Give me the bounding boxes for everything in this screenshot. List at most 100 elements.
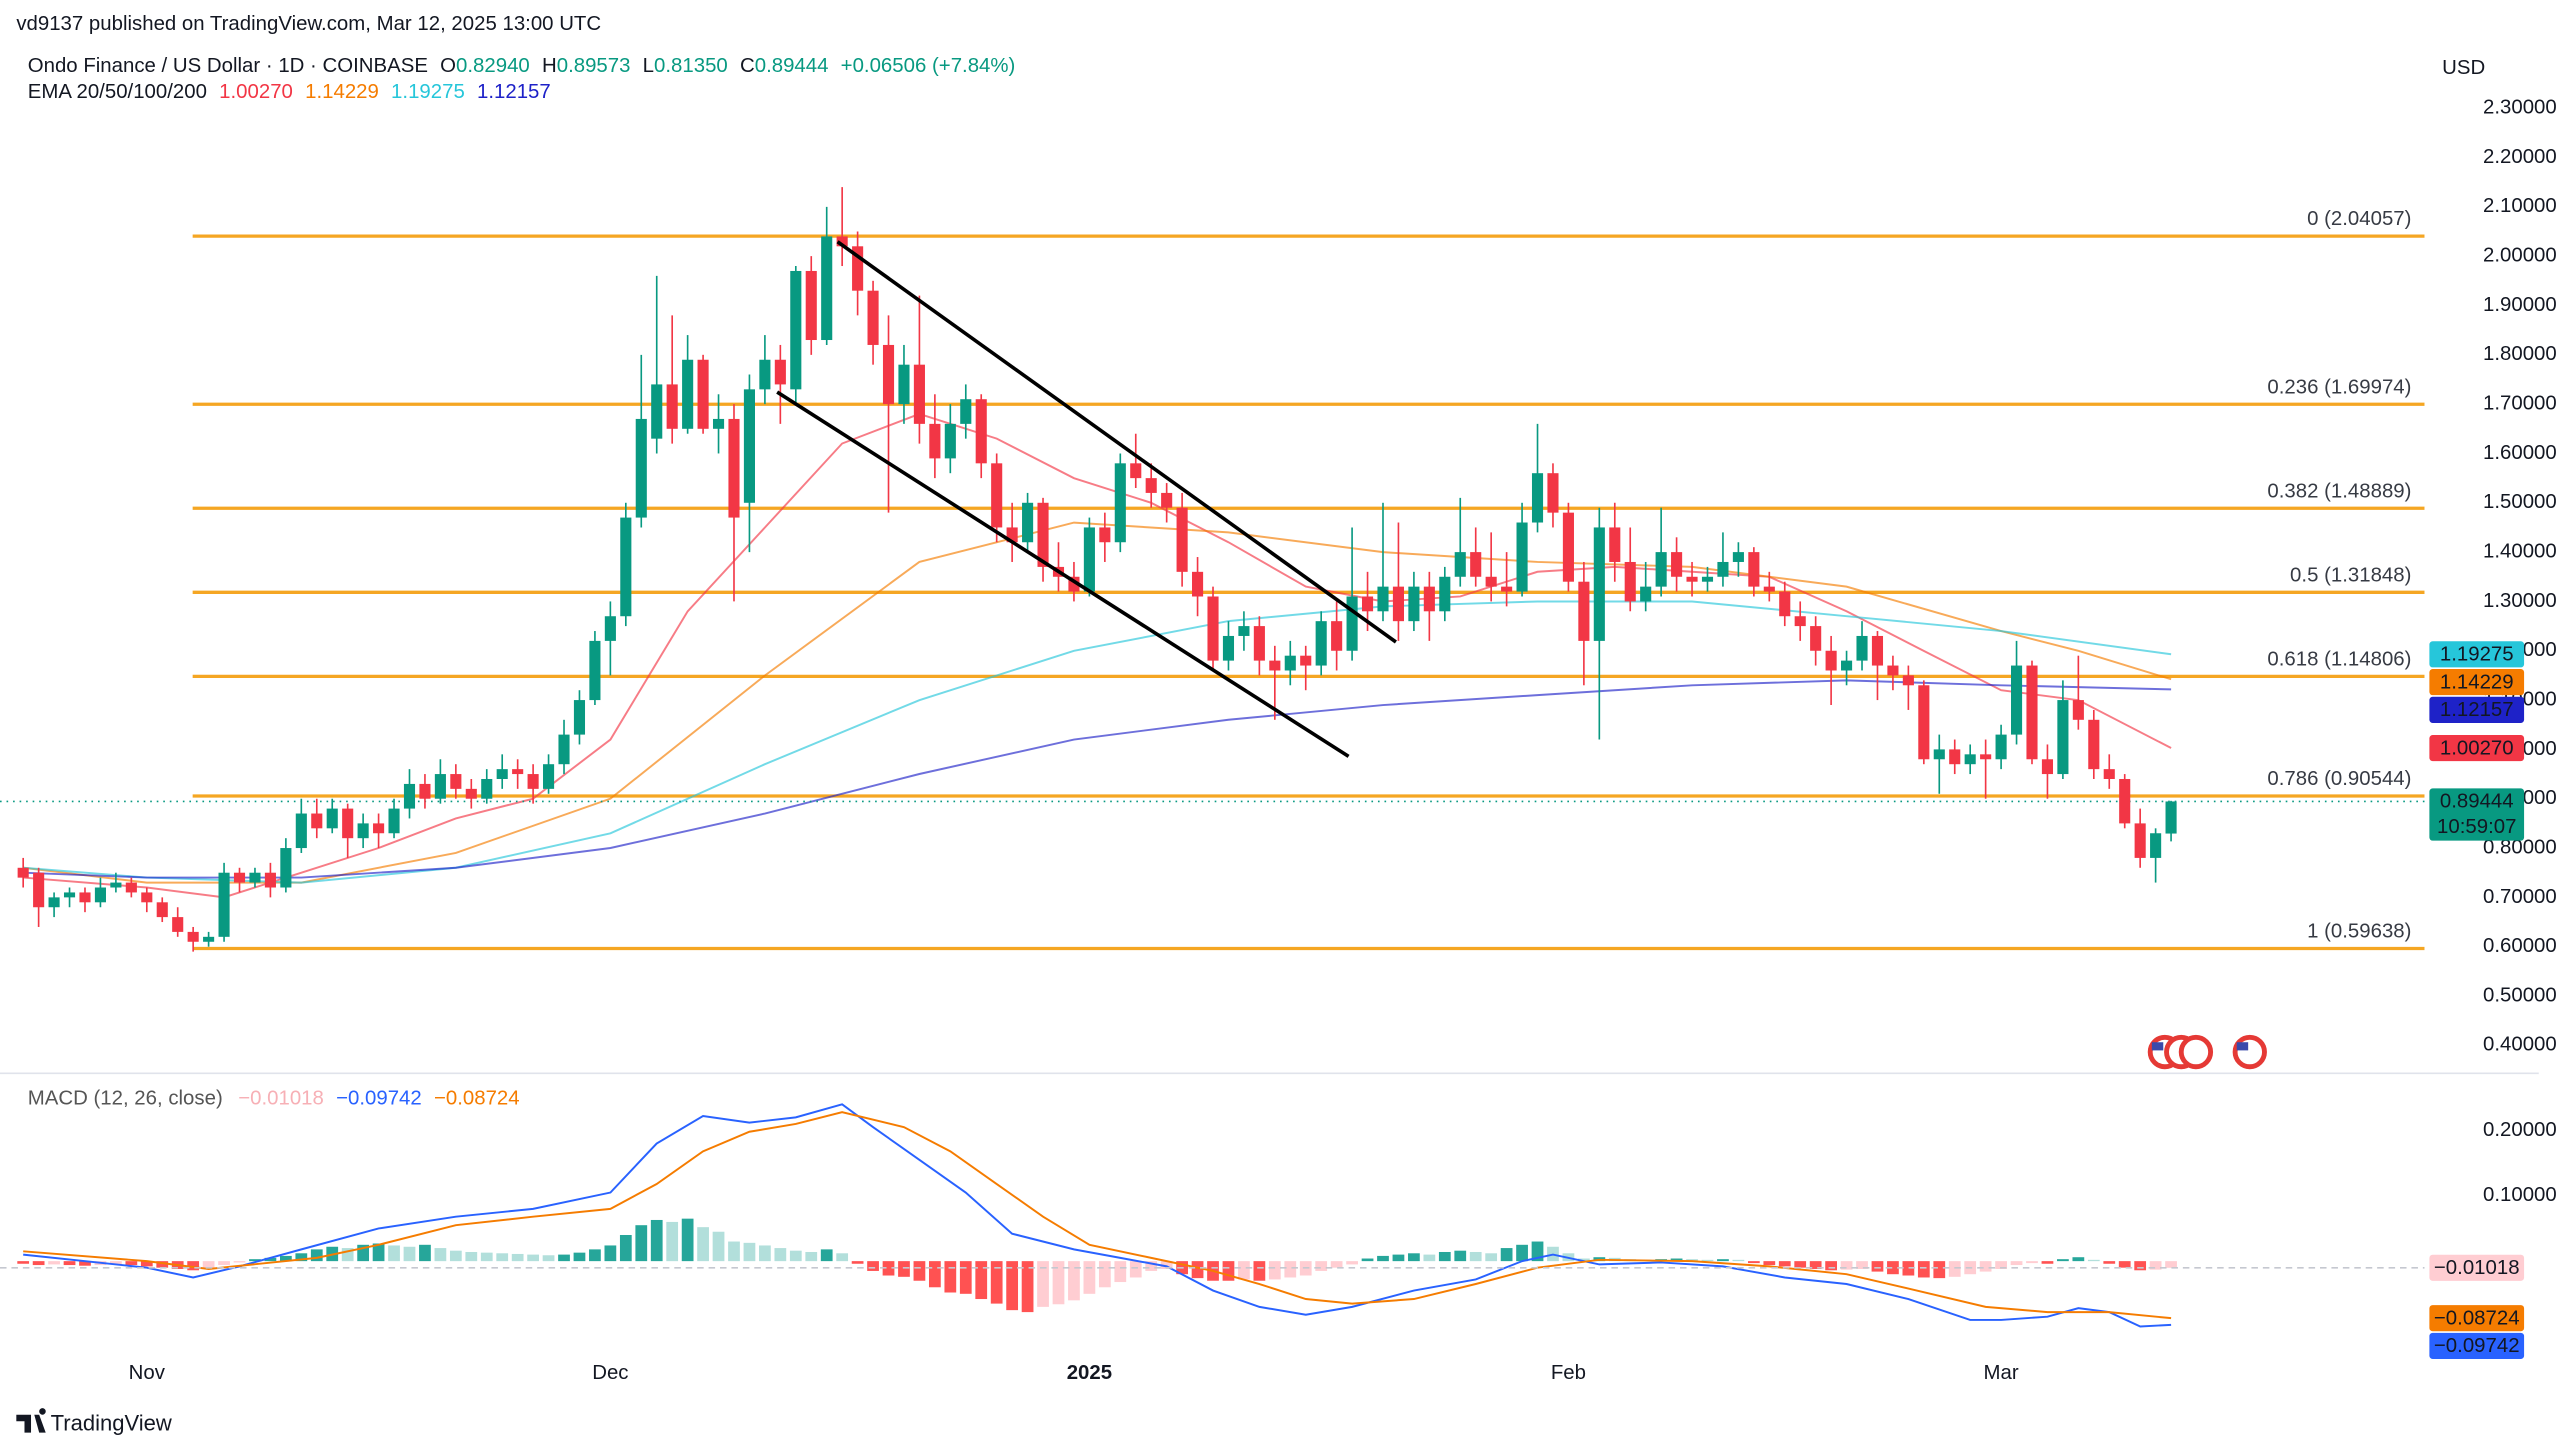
histogram-bar xyxy=(1887,1261,1899,1275)
candle-body xyxy=(821,236,833,341)
fib-label: 0.382 (1.48889) xyxy=(2267,480,2411,502)
y-tick-label: 1.70000 xyxy=(2483,393,2557,415)
ema-title: EMA 20/50/100/200 xyxy=(28,82,207,104)
histogram-bar xyxy=(1902,1261,1915,1276)
candle-body xyxy=(2072,700,2084,720)
candle-body xyxy=(1655,552,1667,587)
candle-body xyxy=(2088,719,2100,770)
ohlc-key: O xyxy=(440,55,456,77)
y-tick-label: 2.20000 xyxy=(2483,146,2557,168)
candle-body xyxy=(1902,675,1914,686)
candle-body xyxy=(1531,473,1544,523)
candle-body xyxy=(1423,586,1435,612)
histogram-bar xyxy=(589,1249,601,1262)
histogram-bar xyxy=(542,1255,555,1262)
line-series xyxy=(23,600,2172,884)
candle-body xyxy=(759,359,771,390)
histogram-bar xyxy=(310,1249,323,1262)
histogram-bar xyxy=(1995,1261,2007,1269)
candle-body xyxy=(558,734,570,765)
candle-body xyxy=(898,364,910,405)
ema-value: 1.12157 xyxy=(477,82,551,104)
plot: 2.30000 2.20000 2.10000 2.00000 1.90000 1.800… xyxy=(0,97,2557,1384)
price-tag xyxy=(2429,641,2525,668)
histogram-bar xyxy=(1948,1261,1961,1277)
histogram-bar xyxy=(820,1249,833,1262)
y-tick-label: 0.10000 xyxy=(2483,1184,2557,1206)
candle-body xyxy=(280,848,292,888)
histogram-bar xyxy=(1825,1261,1837,1271)
symbol-legend: Ondo Finance / US Dollar · 1D · COINBASE… xyxy=(28,55,1016,77)
histogram-bar xyxy=(1377,1255,1389,1262)
histogram-bar xyxy=(1408,1253,1420,1262)
candle-body xyxy=(1748,552,1760,587)
histogram-bar xyxy=(233,1261,246,1263)
price-tag-label: 1.19275 xyxy=(2440,644,2514,666)
candle-body xyxy=(249,872,261,883)
histogram-bar xyxy=(372,1243,385,1262)
price-tag xyxy=(2429,1305,2525,1332)
candle-body xyxy=(373,823,385,834)
flag-icon xyxy=(2178,1034,2214,1070)
histogram-bar xyxy=(697,1227,709,1262)
candle-body xyxy=(1485,576,1497,587)
histogram-bar xyxy=(156,1261,169,1268)
flag-canton xyxy=(2236,1042,2249,1051)
histogram-bar xyxy=(666,1221,679,1262)
candle-body xyxy=(1331,621,1343,651)
candle-body xyxy=(1037,502,1049,567)
histogram-bar xyxy=(1933,1261,1946,1279)
candle-body xyxy=(1130,463,1142,479)
price-tag-label: 1.14229 xyxy=(2440,671,2514,693)
candle-body xyxy=(1300,655,1312,666)
histogram-bar xyxy=(279,1255,292,1262)
candle-body xyxy=(172,917,184,932)
ohlc-value: 0.89573 xyxy=(557,55,631,77)
histogram-bar xyxy=(1222,1261,1235,1281)
histogram-bar xyxy=(1330,1261,1343,1268)
candle-body xyxy=(48,897,60,908)
histogram-bar xyxy=(959,1261,972,1294)
candle-body xyxy=(2150,833,2162,858)
histogram-bar xyxy=(928,1261,941,1288)
histogram-bar xyxy=(681,1218,694,1262)
candle-body xyxy=(1377,586,1389,612)
histogram-bar xyxy=(836,1253,849,1262)
histogram-bar xyxy=(1500,1248,1513,1262)
fib-label: 0.236 (1.69974) xyxy=(2267,376,2411,398)
candle-body xyxy=(1022,502,1034,543)
histogram-bar xyxy=(619,1234,632,1262)
histogram-bar xyxy=(1037,1261,1049,1307)
flag-icon xyxy=(2232,1034,2267,1070)
publisher: vd9137 published on TradingView.com, Mar… xyxy=(16,13,601,35)
ohlc-value: 0.89444 xyxy=(755,55,829,77)
candle-body xyxy=(33,872,45,908)
candle-body xyxy=(465,788,477,799)
candle-body xyxy=(388,808,400,834)
histogram-bar xyxy=(1361,1258,1374,1262)
ema-legend: EMA 20/50/100/200 1.00270 1.14229 1.1927… xyxy=(28,82,551,104)
candle-body xyxy=(1222,635,1235,661)
histogram-bar xyxy=(1794,1261,1807,1268)
histogram-bar xyxy=(990,1261,1003,1304)
candle-body xyxy=(156,902,168,918)
histogram-bar xyxy=(1747,1261,1760,1264)
candle-body xyxy=(666,384,678,429)
candle-body xyxy=(1701,576,1714,582)
histogram-bar xyxy=(32,1261,45,1266)
histogram-bar xyxy=(1485,1253,1498,1262)
y-tick-label: 1.90000 xyxy=(2483,294,2557,316)
histogram-bar xyxy=(1253,1261,1266,1281)
histogram-bar xyxy=(789,1250,802,1262)
flag-canton xyxy=(2151,1042,2164,1051)
event-flags xyxy=(2147,1034,2267,1070)
line-series xyxy=(23,412,2172,899)
candle-body xyxy=(527,774,539,789)
candle-body xyxy=(1192,571,1204,597)
ohlc-value: 0.81350 xyxy=(654,55,728,77)
candle-body xyxy=(512,769,524,775)
histogram-bar xyxy=(774,1248,787,1262)
price-tag-label: −0.01018 xyxy=(2434,1257,2520,1279)
y-tick-label: 0.70000 xyxy=(2483,886,2557,908)
histogram-bar xyxy=(712,1231,725,1262)
